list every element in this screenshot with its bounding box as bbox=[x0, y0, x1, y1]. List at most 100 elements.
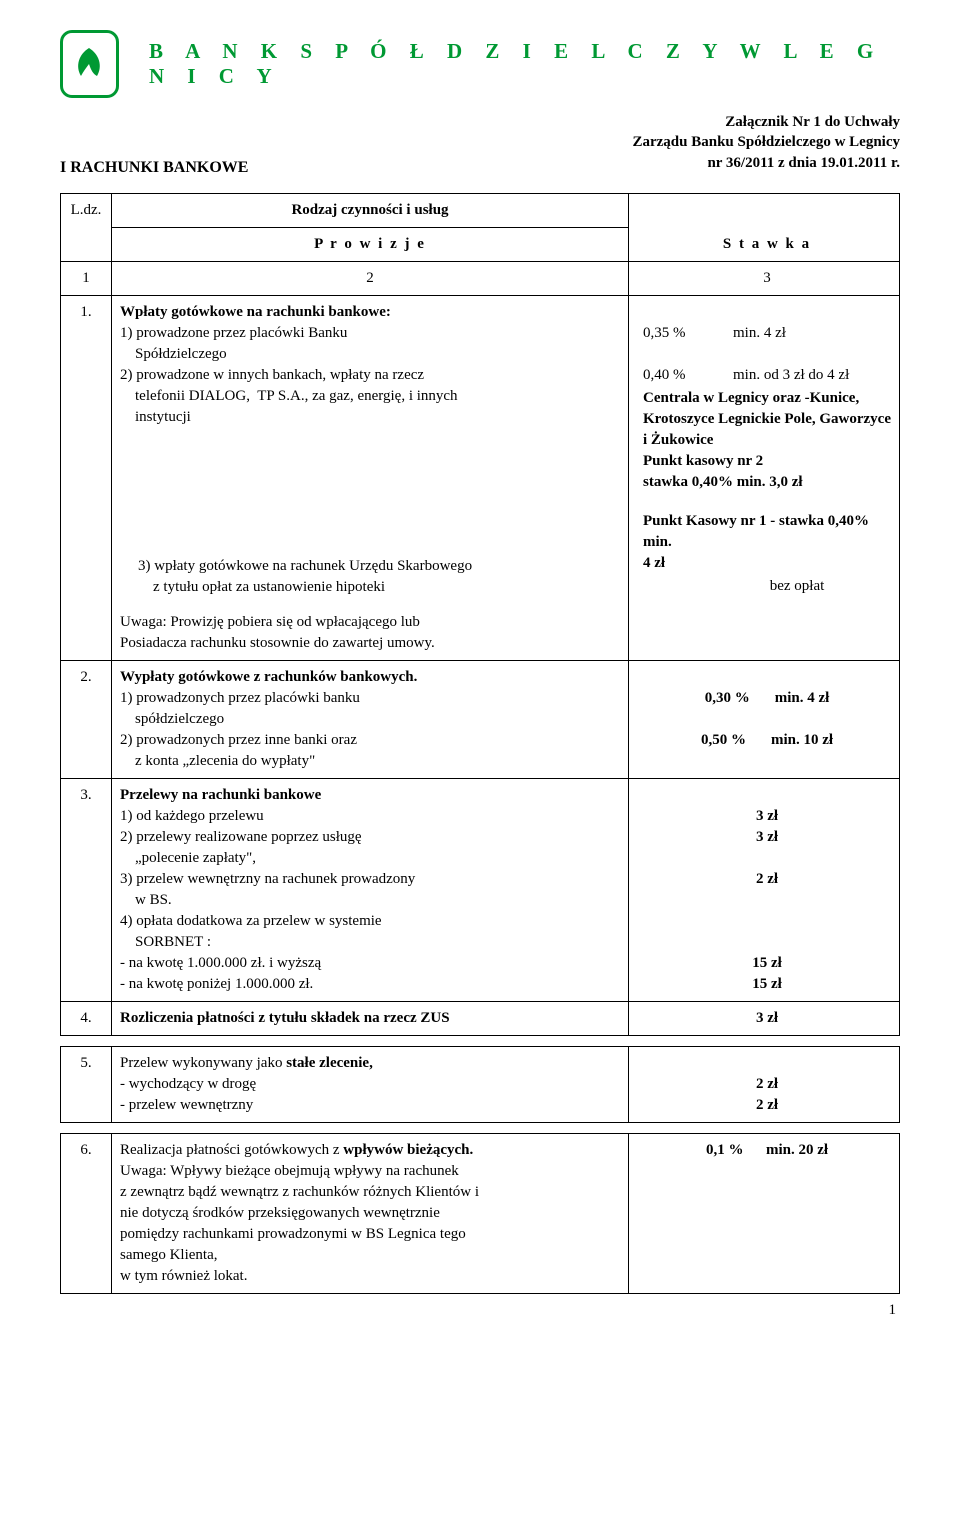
main-table: L.dz. Rodzaj czynności i usług S t a w k… bbox=[60, 193, 900, 1036]
row-rate: 3 zł bbox=[629, 1001, 900, 1035]
rate-text: Krotoszyce Legnickie Pole, Gaworzyce bbox=[643, 409, 891, 430]
item-line: telefonii DIALOG, TP S.A., za gaz, energ… bbox=[120, 386, 620, 407]
row-rate: 0,30 % min. 4 zł 0,50 % min. 10 zł bbox=[629, 660, 900, 778]
row-title: Wypłaty gotówkowe z rachunków bankowych. bbox=[120, 667, 620, 688]
item-line: 1) od każdego przelewu bbox=[120, 806, 620, 827]
row-title: Wpłaty gotówkowe na rachunki bankowe: bbox=[120, 302, 620, 323]
rate-line: 0,40 % min. od 3 zł do 4 zł bbox=[643, 365, 891, 386]
attachment-line: Zarządu Banku Spółdzielczego w Legnicy bbox=[60, 132, 900, 152]
rate-text: 2 zł bbox=[643, 869, 891, 890]
rate-lhs: 0,30 % bbox=[705, 688, 775, 709]
table-row: 6. Realizacja płatności gotówkowych z wp… bbox=[61, 1133, 900, 1293]
item-line: samego Klienta, bbox=[120, 1245, 620, 1266]
spacer bbox=[643, 302, 891, 323]
rate-line: 0,35 % min. 4 zł bbox=[643, 323, 891, 344]
item-line: z konta „zlecenia do wypłaty" bbox=[120, 751, 620, 772]
col-prowizje: P r o w i z j e bbox=[112, 227, 629, 261]
rate-rhs: min. od 3 zł do 4 zł bbox=[733, 365, 849, 386]
title-part: Przelew wykonywany jako bbox=[120, 1055, 286, 1071]
item-line: 2) przelewy realizowane poprzez usługę bbox=[120, 827, 620, 848]
item-line: - na kwotę poniżej 1.000.000 zł. bbox=[120, 974, 620, 995]
spacer bbox=[643, 493, 891, 511]
rate-rhs: min. 4 zł bbox=[775, 688, 830, 709]
spacer bbox=[60, 1036, 900, 1046]
item-line: Uwaga: Prowizję pobiera się od wpłacając… bbox=[120, 612, 620, 633]
item-line: z tytułu opłat za ustanowienie hipoteki bbox=[120, 577, 620, 598]
rate-text: stawka 0,40% min. 3,0 zł bbox=[643, 472, 891, 493]
rate-lhs: 0,35 % bbox=[643, 323, 733, 344]
item-line: w BS. bbox=[120, 890, 620, 911]
row-desc: Przelew wykonywany jako stałe zlecenie, … bbox=[112, 1046, 629, 1122]
rate-text: 15 zł bbox=[643, 974, 891, 995]
table-row: 3. Przelewy na rachunki bankowe 1) od ka… bbox=[61, 778, 900, 1001]
rate-text: Punkt kasowy nr 2 bbox=[643, 451, 891, 472]
item-line: Posiadacza rachunku stosownie do zawarte… bbox=[120, 633, 620, 654]
row-desc: Przelewy na rachunki bankowe 1) od każde… bbox=[112, 778, 629, 1001]
rate-rhs: min. 10 zł bbox=[771, 730, 833, 751]
rate-lhs: 0,50 % bbox=[701, 730, 771, 751]
rate-rhs: min. 20 zł bbox=[766, 1140, 828, 1161]
rate-text: Centrala w Legnicy oraz -Kunice, bbox=[643, 388, 891, 409]
bank-logo bbox=[60, 30, 119, 98]
item-line: Uwaga: Wpływy bieżące obejmują wpływy na… bbox=[120, 1161, 620, 1182]
table-row: 1. Wpłaty gotówkowe na rachunki bankowe:… bbox=[61, 295, 900, 660]
table-header-row: L.dz. Rodzaj czynności i usług S t a w k… bbox=[61, 193, 900, 227]
spacer bbox=[643, 344, 891, 365]
item-line: z zewnątrz bądź wewnątrz z rachunków róż… bbox=[120, 1182, 620, 1203]
rate-text: Punkt Kasowy nr 1 - stawka 0,40% min. bbox=[643, 511, 891, 553]
spacer bbox=[643, 667, 891, 688]
rate-text: 4 zł bbox=[643, 553, 891, 574]
main-table-2: 5. Przelew wykonywany jako stałe zleceni… bbox=[60, 1046, 900, 1123]
row-desc: Wpłaty gotówkowe na rachunki bankowe: 1)… bbox=[112, 295, 629, 660]
spacer bbox=[120, 428, 620, 514]
rate-line: 0,30 % min. 4 zł bbox=[643, 688, 891, 709]
row-num: 2. bbox=[61, 660, 112, 778]
title-part-bold: stałe zlecenie, bbox=[286, 1055, 373, 1071]
rate-text: bez opłat bbox=[643, 576, 891, 597]
rate-line: 0,50 % min. 10 zł bbox=[643, 730, 891, 751]
col-rodzaj: Rodzaj czynności i usług bbox=[112, 193, 629, 227]
rate-line: 0,1 % min. 20 zł bbox=[643, 1140, 891, 1161]
table-numbers-row: 1 2 3 bbox=[61, 261, 900, 295]
item-line: 4) opłata dodatkowa za przelew w systemi… bbox=[120, 911, 620, 932]
bank-title: B A N K S P Ó Ł D Z I E L C Z Y W L E G … bbox=[149, 39, 900, 89]
row-rate: 2 zł 2 zł bbox=[629, 1046, 900, 1122]
row-desc: Wypłaty gotówkowe z rachunków bankowych.… bbox=[112, 660, 629, 778]
attachment-line: Załącznik Nr 1 do Uchwały bbox=[60, 112, 900, 132]
item-line: - na kwotę 1.000.000 zł. i wyższą bbox=[120, 953, 620, 974]
table-row: 2. Wypłaty gotówkowe z rachunków bankowy… bbox=[61, 660, 900, 778]
row-title: Rozliczenia płatności z tytułu składek n… bbox=[120, 1010, 450, 1026]
col-stawka: S t a w k a bbox=[629, 193, 900, 261]
row-num: 6. bbox=[61, 1133, 112, 1293]
spacer bbox=[60, 1123, 900, 1133]
row-num: 5. bbox=[61, 1046, 112, 1122]
rate-text: i Żukowice bbox=[643, 430, 891, 451]
row-title: Przelew wykonywany jako stałe zlecenie, bbox=[120, 1053, 620, 1074]
colnum-1: 1 bbox=[61, 261, 112, 295]
spacer bbox=[120, 514, 620, 556]
rate-text: 3 zł bbox=[643, 827, 891, 848]
table-row: 4. Rozliczenia płatności z tytułu składe… bbox=[61, 1001, 900, 1035]
item-line: „polecenie zapłaty", bbox=[120, 848, 620, 869]
row-rate: 0,35 % min. 4 zł 0,40 % min. od 3 zł do … bbox=[629, 295, 900, 660]
rate-text: 2 zł bbox=[643, 1074, 891, 1095]
item-line: 3) przelew wewnętrzny na rachunek prowad… bbox=[120, 869, 620, 890]
colnum-2: 2 bbox=[112, 261, 629, 295]
item-line: SORBNET : bbox=[120, 932, 620, 953]
row-num: 1. bbox=[61, 295, 112, 660]
row-title: Przelewy na rachunki bankowe bbox=[120, 785, 620, 806]
rate-text: 3 zł bbox=[643, 806, 891, 827]
title-part: Realizacja płatności gotówkowych z bbox=[120, 1142, 343, 1158]
colnum-3: 3 bbox=[629, 261, 900, 295]
spacer bbox=[643, 890, 891, 953]
item-line: 3) wpłaty gotówkowe na rachunek Urzędu S… bbox=[120, 556, 620, 577]
col-ldz: L.dz. bbox=[61, 193, 112, 261]
row-title: Realizacja płatności gotówkowych z wpływ… bbox=[120, 1140, 620, 1161]
main-table-3: 6. Realizacja płatności gotówkowych z wp… bbox=[60, 1133, 900, 1294]
row-num: 4. bbox=[61, 1001, 112, 1035]
rate-lhs: 0,1 % bbox=[706, 1140, 766, 1161]
row-rate: 0,1 % min. 20 zł bbox=[629, 1133, 900, 1293]
table-row: 5. Przelew wykonywany jako stałe zleceni… bbox=[61, 1046, 900, 1122]
item-line: w tym również lokat. bbox=[120, 1266, 620, 1287]
item-line: pomiędzy rachunkami prowadzonymi w BS Le… bbox=[120, 1224, 620, 1245]
